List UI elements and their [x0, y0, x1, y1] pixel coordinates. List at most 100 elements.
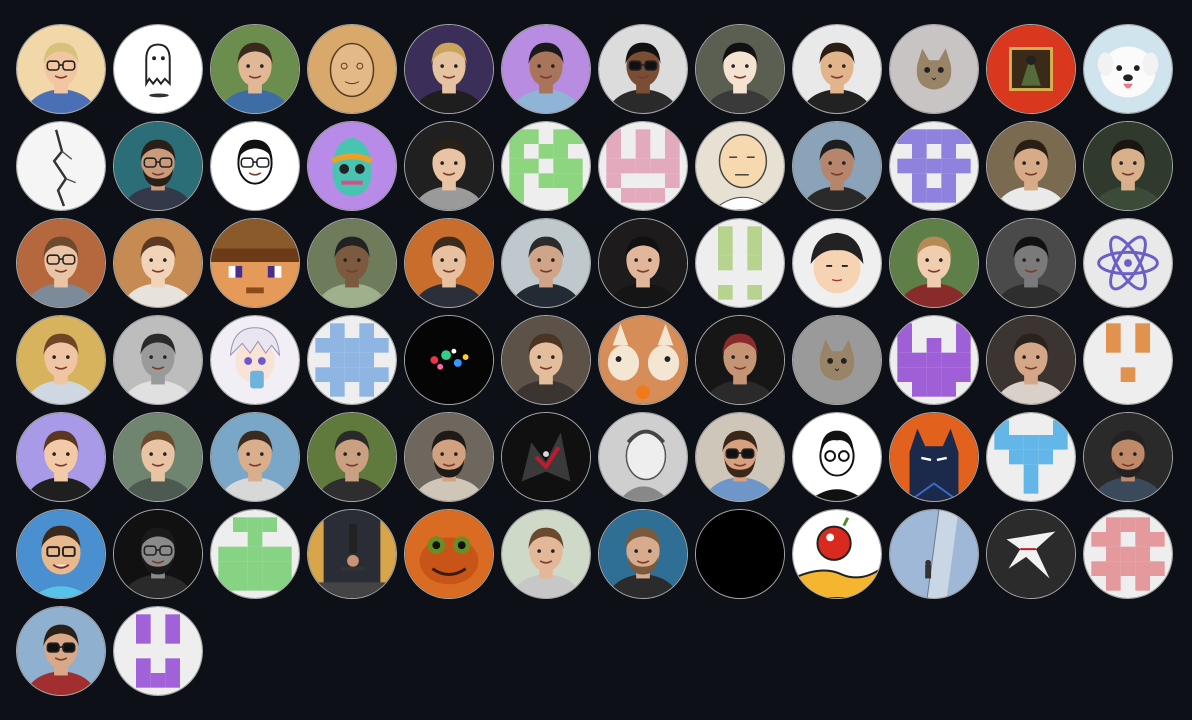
- contributor-avatar[interactable]: [889, 218, 979, 308]
- contributor-avatar[interactable]: [598, 121, 688, 211]
- avatar-image: [405, 510, 493, 598]
- contributor-avatar[interactable]: [16, 24, 106, 114]
- avatar-image: [211, 122, 299, 210]
- contributor-avatar[interactable]: [792, 509, 882, 599]
- avatar-image: [793, 219, 881, 307]
- contributor-avatar[interactable]: [501, 218, 591, 308]
- contributor-avatar[interactable]: [1083, 24, 1173, 114]
- contributor-avatar[interactable]: [16, 315, 106, 405]
- contributor-avatar[interactable]: [598, 509, 688, 599]
- contributor-avatar[interactable]: [16, 218, 106, 308]
- contributor-avatar[interactable]: [598, 412, 688, 502]
- contributor-avatar[interactable]: [404, 218, 494, 308]
- contributor-avatar[interactable]: [210, 121, 300, 211]
- contributor-avatar[interactable]: [210, 24, 300, 114]
- contributor-avatar[interactable]: [16, 121, 106, 211]
- contributor-avatar[interactable]: [986, 121, 1076, 211]
- contributor-avatar[interactable]: [1083, 412, 1173, 502]
- avatar-image: [696, 413, 784, 501]
- avatar-image: [987, 25, 1075, 113]
- contributor-avatar[interactable]: [404, 121, 494, 211]
- contributor-avatar[interactable]: [501, 509, 591, 599]
- contributor-avatar[interactable]: [986, 24, 1076, 114]
- contributor-avatar[interactable]: [695, 24, 785, 114]
- contributor-avatar[interactable]: [16, 412, 106, 502]
- contributor-avatar[interactable]: [695, 412, 785, 502]
- avatar-image: [405, 25, 493, 113]
- contributor-avatar[interactable]: [889, 509, 979, 599]
- avatar-image: [17, 25, 105, 113]
- avatar-image: [114, 510, 202, 598]
- contributor-avatar[interactable]: [695, 218, 785, 308]
- contributor-avatar[interactable]: [1083, 315, 1173, 405]
- contributor-avatar[interactable]: [792, 24, 882, 114]
- contributor-avatar[interactable]: [404, 315, 494, 405]
- contributor-avatar[interactable]: [695, 509, 785, 599]
- avatar-image: [308, 316, 396, 404]
- contributor-avatar[interactable]: [307, 509, 397, 599]
- contributor-avatar[interactable]: [598, 315, 688, 405]
- contributor-avatar[interactable]: [307, 218, 397, 308]
- contributor-avatar[interactable]: [792, 315, 882, 405]
- contributor-avatar[interactable]: [889, 412, 979, 502]
- contributor-avatar[interactable]: [210, 509, 300, 599]
- contributor-avatar[interactable]: [889, 24, 979, 114]
- contributor-avatar[interactable]: [307, 121, 397, 211]
- avatar-image: [114, 607, 202, 695]
- contributor-avatar[interactable]: [598, 24, 688, 114]
- avatar-image: [502, 25, 590, 113]
- avatar-image: [502, 510, 590, 598]
- avatar-image: [793, 510, 881, 598]
- contributor-avatar[interactable]: [16, 606, 106, 696]
- contributor-avatar[interactable]: [986, 218, 1076, 308]
- contributor-avatar[interactable]: [113, 121, 203, 211]
- contributor-avatar[interactable]: [792, 218, 882, 308]
- contributor-avatar[interactable]: [404, 412, 494, 502]
- contributor-avatar[interactable]: [113, 412, 203, 502]
- contributor-avatar[interactable]: [113, 315, 203, 405]
- contributor-avatar[interactable]: [210, 412, 300, 502]
- contributor-avatar[interactable]: [695, 315, 785, 405]
- contributor-avatar[interactable]: [792, 121, 882, 211]
- avatar-image: [17, 219, 105, 307]
- contributor-avatar[interactable]: [986, 412, 1076, 502]
- contributor-avatar[interactable]: [889, 315, 979, 405]
- avatar-image: [17, 510, 105, 598]
- avatar-image: [114, 219, 202, 307]
- avatar-image: [405, 219, 493, 307]
- contributor-avatar[interactable]: [889, 121, 979, 211]
- contributor-avatar[interactable]: [501, 24, 591, 114]
- avatar-image: [599, 25, 687, 113]
- contributor-avatar[interactable]: [404, 509, 494, 599]
- contributor-avatar[interactable]: [113, 218, 203, 308]
- contributor-avatar[interactable]: [986, 315, 1076, 405]
- avatar-image: [890, 219, 978, 307]
- contributor-avatar[interactable]: [16, 509, 106, 599]
- contributor-avatar[interactable]: [501, 121, 591, 211]
- avatar-image: [502, 316, 590, 404]
- contributor-avatar[interactable]: [501, 412, 591, 502]
- contributor-avatar[interactable]: [1083, 121, 1173, 211]
- contributor-avatar[interactable]: [1083, 218, 1173, 308]
- contributor-avatar[interactable]: [792, 412, 882, 502]
- avatar-image: [405, 413, 493, 501]
- contributor-avatar[interactable]: [598, 218, 688, 308]
- contributor-avatar[interactable]: [307, 315, 397, 405]
- avatar-image: [599, 510, 687, 598]
- contributor-avatar[interactable]: [210, 315, 300, 405]
- contributor-avatar[interactable]: [404, 24, 494, 114]
- avatar-image: [502, 122, 590, 210]
- avatar-image: [987, 122, 1075, 210]
- contributor-avatar[interactable]: [113, 606, 203, 696]
- contributor-avatar[interactable]: [210, 218, 300, 308]
- contributor-avatar[interactable]: [307, 412, 397, 502]
- avatar-image: [890, 122, 978, 210]
- contributor-avatar[interactable]: [986, 509, 1076, 599]
- contributor-avatar[interactable]: [501, 315, 591, 405]
- avatar-image: [793, 316, 881, 404]
- contributor-avatar[interactable]: [1083, 509, 1173, 599]
- contributor-avatar[interactable]: [307, 24, 397, 114]
- contributor-avatar[interactable]: [113, 509, 203, 599]
- contributor-avatar[interactable]: [695, 121, 785, 211]
- contributor-avatar[interactable]: [113, 24, 203, 114]
